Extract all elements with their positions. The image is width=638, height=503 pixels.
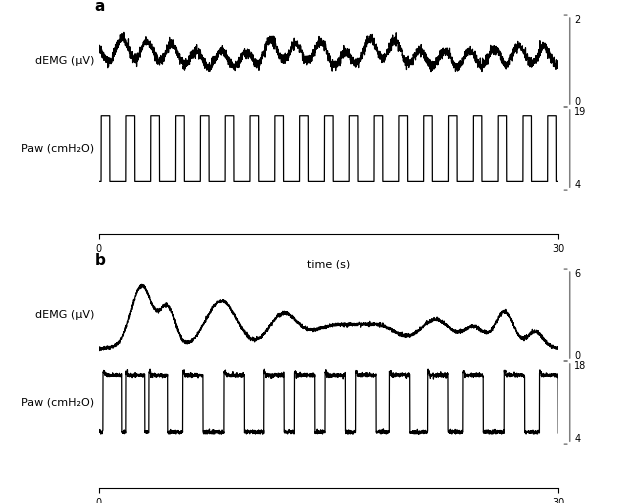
Text: 0: 0 [574, 97, 581, 107]
Text: 19: 19 [574, 107, 586, 117]
Text: Paw (cmH₂O): Paw (cmH₂O) [21, 397, 94, 407]
Text: 18: 18 [574, 361, 586, 371]
Text: 4: 4 [574, 434, 581, 444]
Text: Paw (cmH₂O): Paw (cmH₂O) [21, 143, 94, 153]
Text: 4: 4 [574, 180, 581, 190]
Text: b: b [94, 253, 105, 268]
X-axis label: time (s): time (s) [307, 259, 350, 269]
Text: dEMG (μV): dEMG (μV) [35, 56, 94, 66]
Text: a: a [94, 0, 105, 14]
Text: dEMG (μV): dEMG (μV) [35, 310, 94, 320]
Text: 2: 2 [574, 15, 581, 25]
Text: 0: 0 [574, 351, 581, 361]
Text: 6: 6 [574, 269, 581, 279]
